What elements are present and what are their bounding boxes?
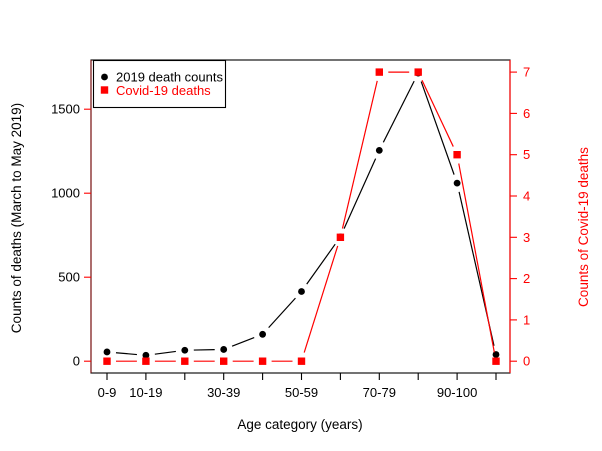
series-segment — [303, 245, 339, 353]
y-axis-left: 0 500 1000 1500 — [51, 102, 91, 369]
series-segment — [268, 297, 296, 329]
legend-marker-circle-icon — [101, 73, 108, 81]
x-axis-title: Age category (years) — [237, 417, 362, 432]
legend: 2019 death counts Covid-19 deaths — [92, 59, 227, 109]
x-axis: 0-9 10-19 30-39 50-59 70-79 90-100 — [98, 373, 497, 400]
y-left-tick-label: 1000 — [51, 186, 80, 201]
y-right-tick-label: 5 — [523, 147, 530, 162]
x-tick-label: 50-59 — [285, 385, 318, 400]
series-segment — [154, 350, 176, 355]
y-right-tick-label: 3 — [523, 230, 530, 245]
data-point-square — [258, 357, 267, 365]
data-point-square — [220, 357, 228, 365]
y-left-tick-label: 0 — [73, 354, 80, 369]
series-segment — [231, 337, 255, 347]
data-point-square — [142, 357, 150, 365]
data-point-square — [453, 151, 461, 159]
data-point-square — [103, 357, 111, 365]
data-point-circle — [298, 288, 305, 295]
data-point-circle — [103, 348, 111, 356]
data-point-circle — [220, 346, 228, 353]
y-right-tick-label: 4 — [523, 189, 530, 204]
data-point-circle — [492, 351, 500, 358]
series-segment — [343, 158, 377, 229]
y-left-tick-label: 500 — [58, 270, 80, 285]
data-point-square — [297, 357, 306, 365]
y-axis-right: 0 1 2 3 4 5 6 7 — [510, 65, 530, 369]
series-segment — [382, 80, 415, 143]
series-segment — [341, 80, 378, 229]
legend-label-covid: Covid-19 deaths — [116, 83, 211, 98]
data-point-square — [375, 68, 383, 76]
data-point-square — [181, 357, 189, 365]
y-right-tick-label: 0 — [523, 354, 530, 369]
data-point-square — [492, 357, 500, 365]
y-axis-right-title: Counts of Covid-19 deaths — [576, 147, 591, 307]
legend-label-2019: 2019 death counts — [116, 70, 223, 85]
y-right-tick-label: 7 — [523, 65, 530, 80]
y-right-tick-label: 1 — [523, 312, 530, 327]
series-segment — [421, 79, 454, 147]
x-tick-label: 70-79 — [363, 385, 396, 400]
y-left-tick-label: 1500 — [51, 102, 80, 117]
data-point-square — [414, 68, 422, 76]
series-segment — [115, 352, 137, 356]
y-axis-left-title: Counts of deaths (March to May 2019) — [9, 103, 24, 333]
data-point-circle — [142, 351, 150, 359]
data-point-circle — [181, 346, 189, 354]
series-segment — [306, 243, 336, 285]
y-right-tick-label: 2 — [523, 271, 530, 286]
legend-box — [92, 59, 227, 109]
data-point-circle — [259, 330, 266, 338]
data-point-circle — [375, 146, 383, 154]
series-segment — [458, 163, 495, 353]
x-tick-label: 0-9 — [98, 385, 117, 400]
plot-area — [103, 68, 500, 365]
data-point-circle — [453, 179, 461, 187]
y-right-tick-label: 6 — [523, 106, 530, 121]
data-point-square — [336, 233, 345, 241]
x-tick-label: 10-19 — [129, 385, 162, 400]
legend-marker-square-icon — [100, 86, 109, 94]
x-tick-label: 30-39 — [207, 385, 240, 400]
x-tick-label: 90-100 — [437, 385, 477, 400]
series-segment — [420, 81, 455, 175]
